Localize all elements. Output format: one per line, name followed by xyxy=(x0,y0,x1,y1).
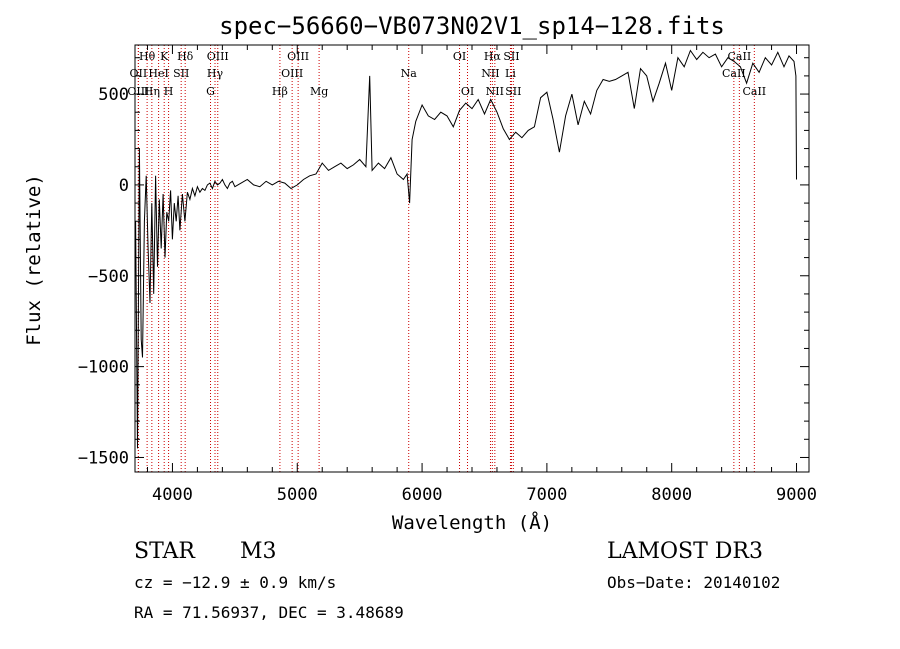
x-tick-label: 7000 xyxy=(526,485,567,505)
x-tick-label: 9000 xyxy=(776,485,817,505)
y-axis: 500 0 −500 −1000 −1500 xyxy=(78,57,809,468)
x-tick-label: 6000 xyxy=(402,485,443,505)
spectrum-line xyxy=(135,49,797,449)
line-label: Na xyxy=(401,67,418,80)
line-label: OI xyxy=(461,85,474,98)
survey-name: LAMOST DR3 xyxy=(607,539,763,564)
x-axis: 4000 5000 6000 7000 8000 9000 xyxy=(146,45,817,505)
line-label: OIII xyxy=(207,50,229,63)
line-label: CaII xyxy=(722,67,746,80)
line-label: H xyxy=(164,85,174,98)
line-label: Hβ xyxy=(272,85,288,98)
line-label: OIII xyxy=(281,67,303,80)
emission-line-markers xyxy=(137,45,755,472)
y-tick-label: −1500 xyxy=(78,448,129,468)
line-label: K xyxy=(160,50,169,63)
y-axis-label: Flux (relative) xyxy=(23,174,45,346)
line-label: Mg xyxy=(310,85,328,98)
line-label: OI xyxy=(453,50,466,63)
y-tick-label: 0 xyxy=(119,176,129,196)
line-label: G xyxy=(206,85,215,98)
line-label: Hη xyxy=(144,85,160,98)
line-label: CaII xyxy=(728,50,752,63)
line-label: NII xyxy=(481,67,499,80)
object-subclass: M3 xyxy=(240,539,277,564)
line-label: OIII xyxy=(287,50,309,63)
line-label: SII xyxy=(505,85,521,98)
line-label: Hα xyxy=(484,50,502,63)
line-label: Li xyxy=(505,67,516,80)
x-tick-label: 4000 xyxy=(152,485,193,505)
x-tick-label: 5000 xyxy=(277,485,318,505)
y-tick-label: −1000 xyxy=(78,358,129,378)
object-class: STAR xyxy=(134,539,195,564)
y-tick-label: 500 xyxy=(98,85,129,105)
ra-dec-coordinates: RA = 71.56937, DEC = 3.48689 xyxy=(134,603,404,622)
x-axis-label: Wavelength (Å) xyxy=(392,511,552,534)
x-tick-label: 8000 xyxy=(651,485,692,505)
redshift-cz: cz = −12.9 ± 0.9 km/s xyxy=(134,573,337,592)
line-label: Hδ xyxy=(177,50,194,63)
line-label: OIII xyxy=(127,85,149,98)
line-label: SII xyxy=(173,67,189,80)
y-tick-label: −500 xyxy=(88,267,129,287)
line-label: NII xyxy=(486,85,504,98)
line-label: HeI xyxy=(148,67,168,80)
observation-date: Obs−Date: 20140102 xyxy=(607,573,781,592)
line-label: Hγ xyxy=(207,67,224,80)
line-label: SII xyxy=(503,50,519,63)
line-label: CaII xyxy=(742,85,766,98)
line-label: Hθ xyxy=(139,50,156,63)
line-label: OII xyxy=(130,67,148,80)
chart-title: spec−56660−VB073N02V1_sp14−128.fits xyxy=(219,12,725,40)
